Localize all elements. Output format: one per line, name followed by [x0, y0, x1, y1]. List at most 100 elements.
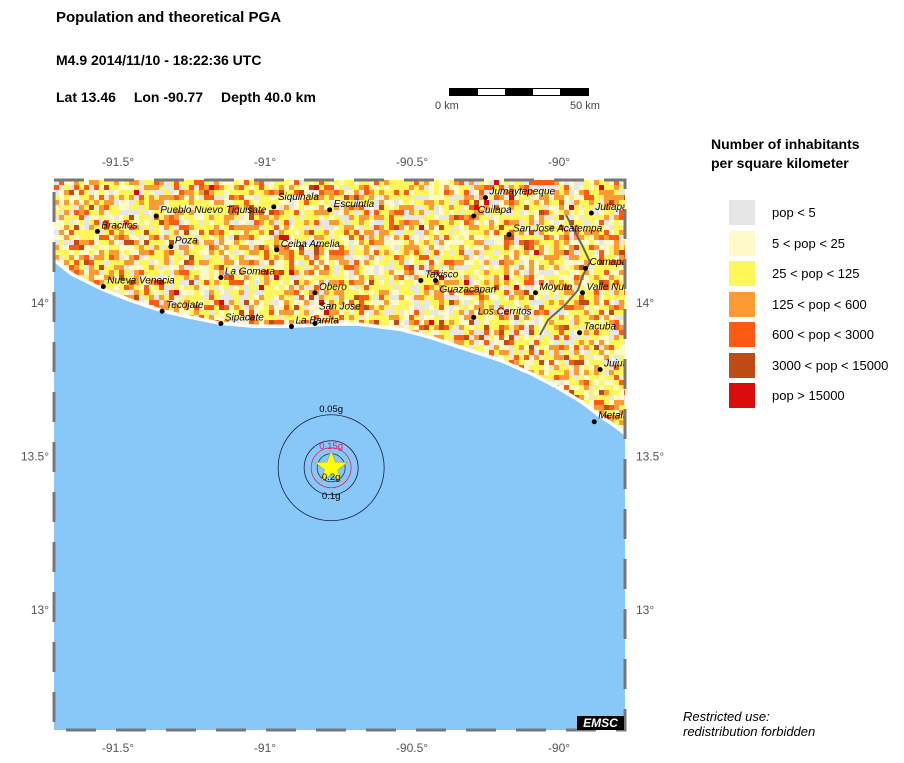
legend-label: 600 < pop < 3000 — [772, 327, 874, 342]
city-label: Ceiba Amelia — [281, 239, 341, 250]
city-marker — [100, 284, 106, 290]
city-marker — [218, 274, 224, 280]
city-marker — [168, 244, 174, 250]
lon-tick-label: -91° — [254, 741, 276, 755]
city-label: Nueva Venecia — [107, 276, 175, 287]
lon-tick-label: -90° — [548, 741, 570, 755]
city-tecojate[interactable]: Tecojate — [159, 300, 204, 314]
legend-swatch — [729, 200, 755, 225]
legend-swatch — [729, 261, 755, 286]
usage-note-line: redistribution forbidden — [683, 724, 816, 739]
legend-item: 25 < pop < 125 — [729, 261, 859, 286]
city-los-cerritos[interactable]: Los Cerritos — [471, 306, 532, 320]
legend-item: pop < 5 — [729, 200, 816, 225]
cities: Bracitos Pueblo Nuevo Tiquisate Siquinala E… — [94, 187, 640, 425]
city-jumaytepeque[interactable]: Jumaytepeque — [483, 187, 556, 201]
city-jujutla[interactable]: Jujutla — [597, 359, 634, 373]
city-metalio[interactable]: Metalio — [591, 411, 631, 425]
city-marker — [153, 213, 159, 219]
city-la-barrita[interactable]: La Barrita — [288, 316, 339, 330]
city-pueblo-nuevo-tiquisate[interactable]: Pueblo Nuevo Tiquisate — [153, 205, 267, 219]
city-label: Comapa — [589, 257, 627, 268]
lon-tick-label: -91.5° — [102, 155, 134, 169]
legend-label: 3000 < pop < 15000 — [772, 357, 889, 373]
lon-tick-label: -90° — [548, 155, 570, 169]
epicenter-star-icon[interactable] — [314, 449, 349, 483]
map-frame — [52, 178, 627, 732]
city-label: Escuintla — [334, 199, 375, 210]
depth: Depth 40.0 km — [220, 89, 316, 105]
pga-contour-0.05g — [277, 414, 385, 522]
city-marker — [471, 213, 477, 219]
pga-contour-label: 0.2g — [322, 472, 341, 483]
legend-title-line: per square kilometer — [711, 155, 849, 171]
city-nueva-venecia[interactable]: Nueva Venecia — [100, 276, 175, 290]
city-marker — [312, 290, 318, 296]
city-jutiapa[interactable]: Jutiapa — [588, 202, 628, 216]
city-valle-nuevo[interactable]: Valle Nuevo — [580, 282, 640, 296]
pga-contour-0.15g — [310, 447, 352, 489]
city-marker — [418, 278, 424, 284]
lon-tick-label: -91.5° — [102, 741, 134, 755]
city-marker — [577, 330, 583, 336]
city-obero[interactable]: Obero — [312, 282, 347, 296]
city-poza[interactable]: Poza — [168, 236, 198, 250]
legend-item: 600 < pop < 3000 — [729, 322, 874, 347]
city-label: Jutiapa — [594, 202, 628, 213]
city-san-jose-acatempa[interactable]: San Jose Acatempa — [506, 223, 603, 237]
city-label: San Jose Acatempa — [513, 223, 603, 234]
city-marker — [312, 320, 318, 326]
city-ceiba-amelia[interactable]: Ceiba Amelia — [274, 239, 340, 253]
city-siquinala[interactable]: Siquinala — [271, 192, 319, 210]
city-label: Siquinala — [278, 192, 320, 203]
city-marker — [588, 210, 594, 216]
city-sipacate[interactable]: Sipacate — [218, 312, 264, 326]
city-label: Pueblo Nuevo Tiquisate — [160, 205, 267, 216]
city-comapa[interactable]: Comapa — [582, 257, 628, 271]
legend-label: 25 < pop < 125 — [772, 266, 860, 281]
lat-tick-label: 14° — [636, 296, 654, 310]
map-title: Population and theoretical PGA — [56, 9, 282, 26]
city-san-jose[interactable]: San Jose — [312, 301, 361, 326]
city-label: Sipacate — [225, 312, 264, 323]
legend-label: 5 < pop < 25 — [772, 235, 846, 251]
city-label: Cuilapa — [478, 205, 512, 216]
city-la-gomera[interactable]: La Gomera — [218, 266, 275, 280]
lat-tick-label: 13° — [31, 603, 49, 617]
city-marker — [94, 228, 100, 234]
city-guazacapan[interactable]: Guazacapan — [433, 278, 497, 296]
latitude: Lat 13.46 — [56, 89, 116, 105]
city-label: Obero — [319, 282, 347, 293]
city-moyuta[interactable]: Moyuta — [532, 282, 573, 296]
city-marker — [218, 320, 224, 326]
city-label: Poza — [175, 236, 198, 247]
city-bracitos[interactable]: Bracitos — [94, 220, 138, 234]
legend-swatch — [729, 322, 755, 347]
city-label: Jujutla — [603, 359, 633, 370]
scale-end-label: 50 km — [570, 100, 600, 112]
city-tacuba[interactable]: Tacuba — [577, 322, 616, 336]
lon-tick-label: -90.5° — [396, 741, 428, 755]
city-marker — [506, 231, 512, 237]
event-info: M4.9 2014/11/10 - 18:22:36 UTC — [56, 52, 262, 68]
city-marker — [591, 419, 597, 425]
scale-start-label: 0 km — [435, 100, 459, 112]
city-cuilapa[interactable]: Cuilapa — [471, 205, 512, 219]
emsc-logo: EMSC — [577, 716, 624, 730]
pga-contour-label: 0.05g — [319, 404, 343, 415]
usage-note: Restricted use: redistribution forbidden — [683, 709, 815, 739]
city-label: San Jose — [319, 301, 361, 312]
pga-contour-0.1g — [303, 440, 359, 496]
legend-label: 125 < pop < 600 — [772, 296, 867, 312]
lat-tick-label: 13.5° — [21, 450, 49, 464]
city-label: Bracitos — [101, 220, 137, 231]
legend-item: 125 < pop < 600 — [729, 291, 867, 317]
city-taxisco[interactable]: Taxisco — [418, 270, 459, 284]
city-marker — [580, 290, 586, 296]
city-escuintla[interactable]: Escuintla — [327, 199, 375, 213]
pga-contour-label: 0.15g — [319, 441, 343, 452]
legend-swatch — [729, 230, 755, 256]
legend-item: pop > 15000 — [729, 383, 845, 408]
